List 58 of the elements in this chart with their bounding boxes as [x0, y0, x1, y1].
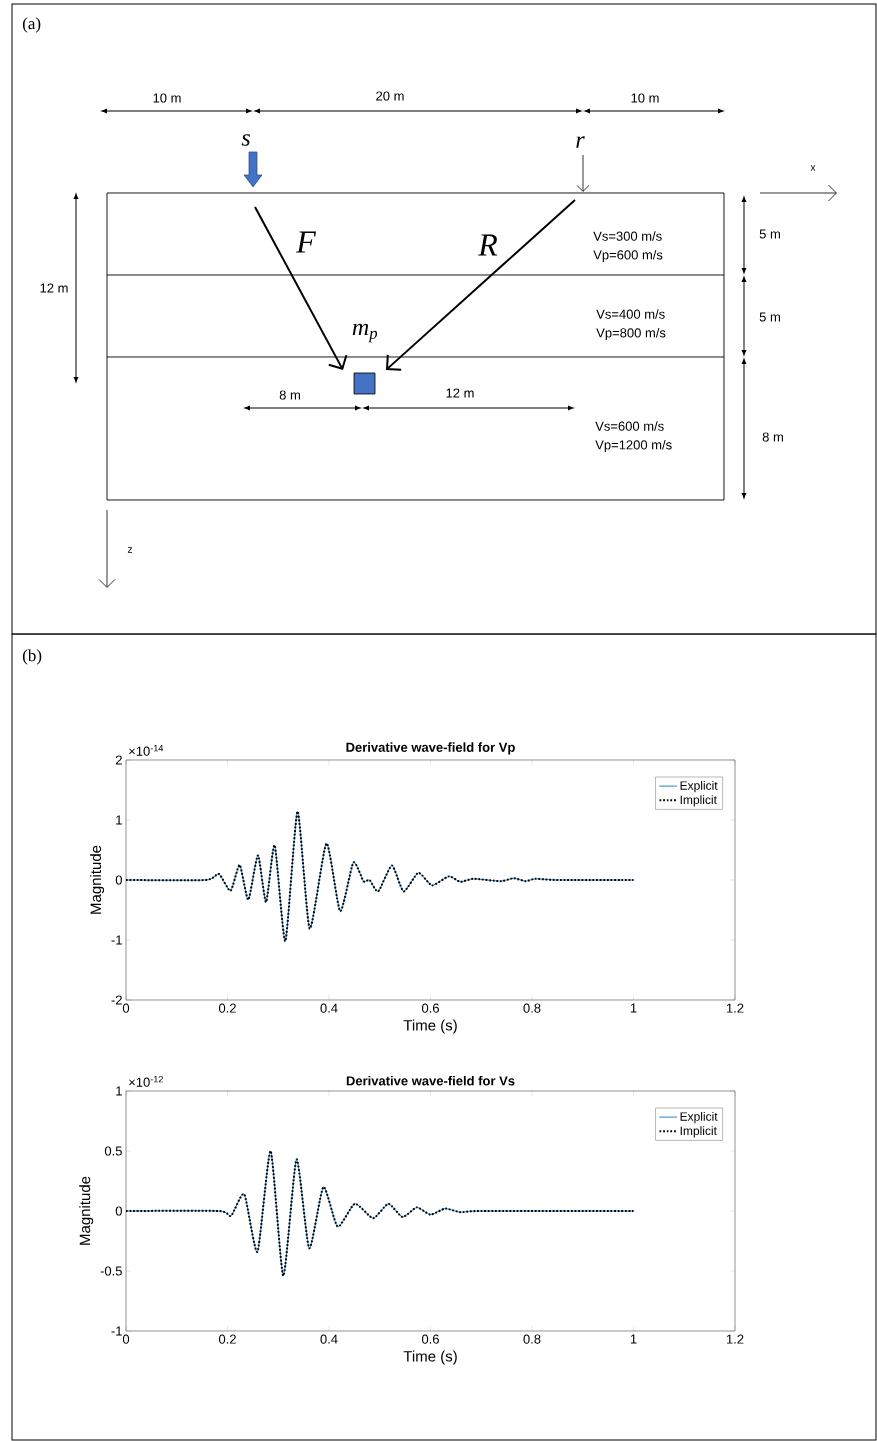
- x-axis-title: Time (s): [403, 1350, 457, 1365]
- text: Vs=300 m/s: [593, 231, 662, 241]
- x-axis-title: Time (s): [403, 1019, 457, 1034]
- text: ×10$^{-12}$: [129, 1075, 163, 1087]
- chart-title: Derivative wave-field for Vp: [346, 742, 515, 755]
- text: Vp=600 m/s: [593, 249, 663, 263]
- x-tick-label: 0.4: [320, 1334, 338, 1344]
- legend-label: Explicit: [680, 781, 718, 793]
- text: 8 m: [762, 432, 783, 442]
- x-tick-label: 1.2: [726, 1334, 744, 1344]
- text: (a): [22, 17, 41, 33]
- x-tick-label: 0.2: [218, 1334, 236, 1344]
- legend-label: Implicit: [680, 1126, 717, 1138]
- x-tick-label: 0.6: [421, 1003, 439, 1013]
- y-tick-label: 0: [115, 875, 122, 885]
- text: 12 m: [40, 283, 68, 293]
- text: Vp=1200 m/s: [595, 439, 672, 453]
- x-tick-label: 1: [630, 1003, 637, 1013]
- text: 20 m: [376, 91, 404, 101]
- x-tick-label: 0.8: [523, 1003, 541, 1013]
- y-tick-label: 2: [115, 755, 122, 765]
- y-axis-title: Magnitude: [90, 845, 105, 914]
- x-tick-label: 0.4: [320, 1003, 338, 1013]
- text: 10 m: [631, 93, 659, 103]
- y-tick-label: 1: [116, 815, 122, 825]
- legend-label: Explicit: [680, 1112, 718, 1124]
- y-tick-label: 1: [116, 1086, 122, 1096]
- chart-title: Derivative wave-field for Vs: [346, 1075, 515, 1086]
- y-axis-title: Magnitude: [79, 1176, 94, 1245]
- text: 5 m: [759, 312, 780, 322]
- text: z: [127, 547, 132, 553]
- text: 12 m: [446, 388, 474, 398]
- text: x: [810, 165, 816, 171]
- x-tick-label: 0.8: [523, 1334, 541, 1344]
- text: r: [576, 136, 585, 148]
- x-tick-label: 1.2: [726, 1003, 744, 1013]
- y-tick-label: 0: [115, 1206, 122, 1216]
- y-tick-label: -1: [111, 935, 122, 945]
- text: 5 m: [759, 229, 780, 239]
- y-tick-label: -1: [111, 1326, 122, 1336]
- text: s: [241, 134, 250, 146]
- text: (b): [22, 649, 42, 665]
- x-tick-label: 1: [630, 1334, 637, 1344]
- text: 10 m: [153, 93, 181, 103]
- text: Vs=400 m/s: [596, 309, 665, 319]
- x-tick-label: 0.6: [421, 1334, 439, 1344]
- x-tick-label: 0.2: [218, 1003, 236, 1013]
- legend-label: Implicit: [680, 795, 717, 807]
- text: Vs=600 m/s: [595, 421, 664, 431]
- y-tick-label: -2: [111, 995, 122, 1005]
- text: Vp=800 m/s: [596, 327, 666, 341]
- text: ×10$^{-14}$: [129, 745, 164, 756]
- text: m$_{p}$: [352, 323, 378, 343]
- text: 8 m: [279, 390, 300, 400]
- y-tick-label: 0.5: [104, 1146, 122, 1156]
- text: F: [296, 231, 317, 253]
- y-tick-label: -0.5: [100, 1266, 122, 1276]
- text: R: [478, 234, 498, 256]
